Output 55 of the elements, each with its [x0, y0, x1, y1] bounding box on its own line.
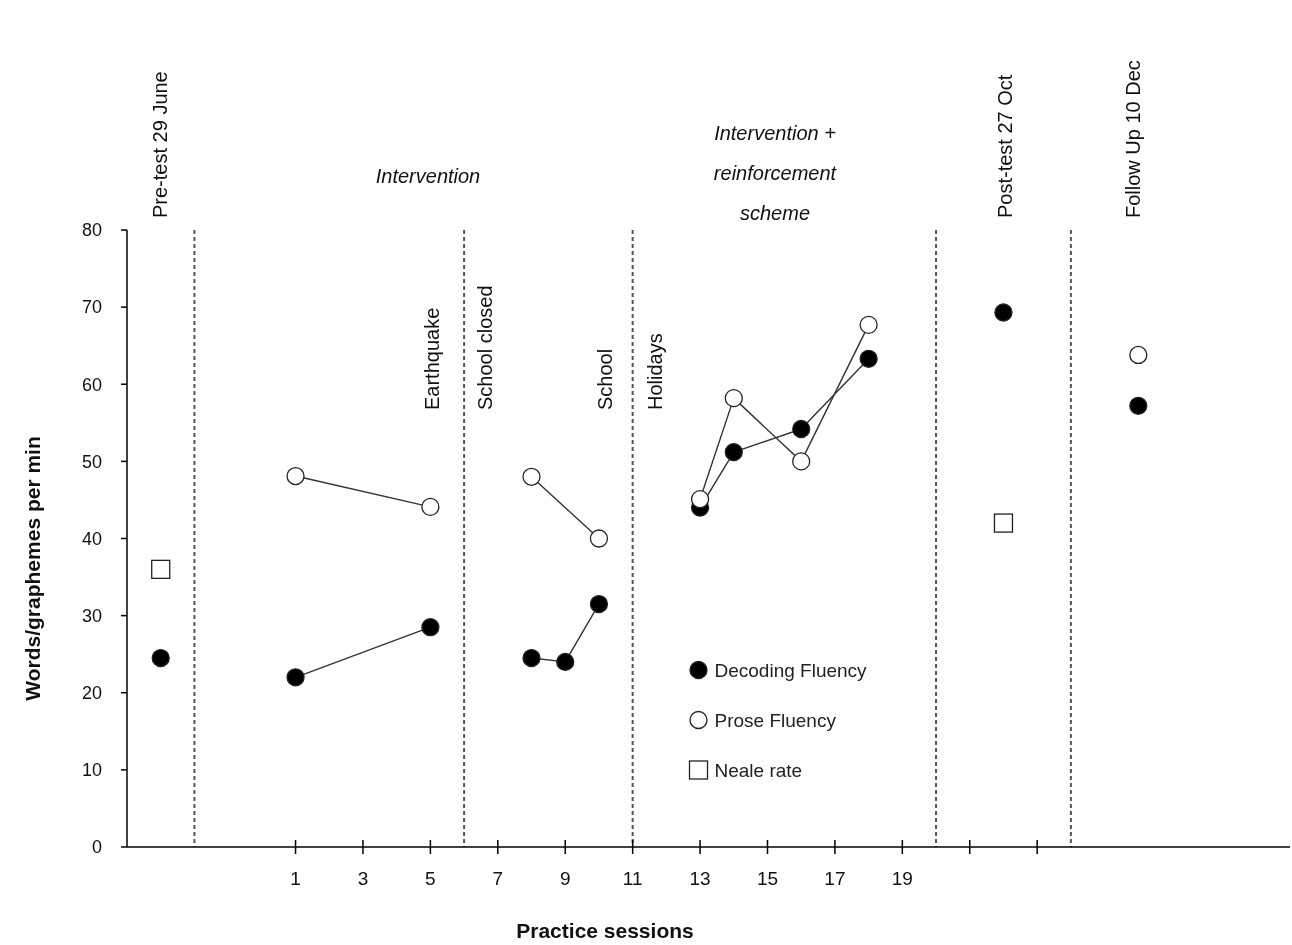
- point: [286, 668, 305, 687]
- point: [421, 497, 440, 517]
- point: [286, 466, 305, 486]
- x-tick-label: 3: [357, 868, 369, 889]
- annotation: Holidays: [644, 333, 666, 410]
- point: [994, 303, 1013, 322]
- point: [724, 442, 743, 462]
- point: [151, 559, 171, 579]
- x-tick-label: 7: [492, 868, 504, 889]
- annotation: Earthquake: [421, 307, 443, 410]
- x-tick-label: 17: [824, 868, 846, 889]
- text: Post-test 27 Oct: [994, 74, 1016, 218]
- text: Intervention + reinforcement scheme: [713, 122, 838, 224]
- y-tick-label: 0: [91, 837, 102, 858]
- legend-label: Neale rate: [714, 759, 803, 781]
- x-tick-label: 1: [290, 868, 301, 889]
- point: [522, 467, 541, 486]
- x-tick-label: 19: [891, 868, 913, 889]
- legend-label: Decoding Fluency: [714, 659, 868, 681]
- point: [589, 594, 609, 614]
- y-tick-label: 30: [81, 605, 102, 626]
- point: [1129, 396, 1148, 415]
- x-tick-label: 15: [756, 868, 779, 889]
- x-tick-label: 11: [622, 868, 643, 889]
- point: [589, 529, 609, 548]
- y-tick-label: 40: [81, 528, 102, 549]
- text: Follow Up 10 Dec: [1122, 60, 1144, 218]
- point: [724, 388, 743, 408]
- point: [993, 513, 1014, 533]
- text: Intervention: [375, 165, 481, 187]
- point: [522, 648, 541, 668]
- annotation: School: [594, 348, 616, 410]
- point: [792, 452, 811, 471]
- legend-label: Prose Fluency: [714, 709, 837, 731]
- x-tick-label: 13: [689, 868, 711, 889]
- point: [690, 490, 710, 509]
- x-tick-label: 9: [559, 868, 571, 889]
- y-tick-label: 20: [81, 683, 102, 704]
- y-tick-label: 60: [81, 374, 102, 395]
- text: Pre-test 29 June: [149, 71, 171, 218]
- point: [1129, 345, 1148, 365]
- y-tick-label: 10: [81, 760, 102, 781]
- x-tick-label: 5: [425, 868, 436, 889]
- point: [151, 648, 170, 668]
- point: [859, 315, 878, 335]
- y-tick-label: 70: [81, 297, 102, 318]
- x-axis-title: Practice sessions: [516, 919, 694, 942]
- point: [792, 419, 811, 439]
- y-tick-label: 80: [81, 220, 102, 241]
- point: [421, 618, 440, 637]
- y-tick-label: 50: [81, 451, 102, 472]
- annotation: School closed: [474, 285, 496, 410]
- point: [859, 349, 878, 368]
- y-axis-title: Words/graphemes per min: [21, 436, 44, 701]
- point: [556, 652, 575, 672]
